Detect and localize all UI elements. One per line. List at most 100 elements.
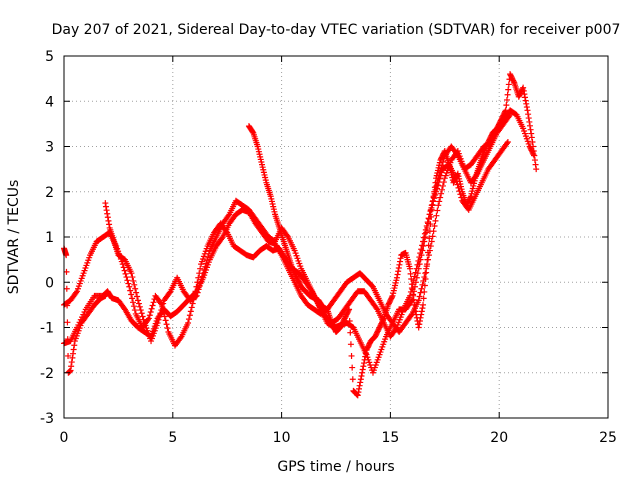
data-point	[361, 356, 368, 363]
data-point	[421, 288, 428, 295]
data-point	[357, 376, 364, 383]
data-point	[360, 360, 367, 367]
data-point	[197, 265, 204, 272]
data-point	[415, 297, 422, 304]
data-point	[397, 255, 404, 262]
data-point	[430, 193, 437, 200]
data-point	[130, 277, 137, 284]
data-point	[424, 224, 431, 231]
data-point	[435, 202, 442, 209]
data-point	[428, 213, 435, 220]
data-point	[355, 389, 362, 396]
data-point	[185, 316, 192, 323]
data-point	[102, 200, 109, 207]
data-point	[525, 111, 532, 118]
data-point	[421, 238, 428, 245]
data-point	[202, 263, 209, 270]
data-point	[531, 157, 538, 164]
data-point	[426, 228, 433, 235]
data-point	[359, 366, 366, 373]
data-point	[503, 102, 510, 109]
data-point	[397, 258, 404, 265]
data-point	[225, 212, 232, 219]
axis-ticks	[63, 55, 609, 419]
data-point	[122, 270, 129, 277]
data-point	[194, 289, 201, 296]
data-point	[124, 277, 131, 284]
data-point	[525, 115, 532, 122]
data-point	[149, 302, 156, 309]
data-point	[104, 214, 111, 221]
data-point	[425, 242, 432, 249]
data-point	[127, 287, 134, 294]
data-point	[159, 303, 166, 310]
data-point	[192, 293, 199, 300]
data-point	[422, 270, 429, 277]
data-point	[438, 190, 445, 197]
data-point	[64, 336, 71, 343]
data-point	[148, 305, 155, 312]
data-point	[346, 306, 353, 313]
data-point	[429, 202, 436, 209]
data-point	[392, 325, 399, 332]
data-point	[157, 310, 164, 317]
x-axis-label: GPS time / hours	[277, 459, 394, 475]
data-point	[416, 293, 423, 300]
data-point	[345, 307, 352, 314]
data-point	[532, 161, 539, 168]
data-point	[419, 242, 426, 249]
data-point	[64, 319, 71, 326]
data-point	[130, 303, 137, 310]
data-point	[420, 295, 427, 302]
data-point	[431, 223, 438, 230]
data-point	[132, 285, 139, 292]
data-point	[189, 300, 196, 307]
data-point	[411, 305, 418, 312]
data-point	[418, 285, 425, 292]
data-point	[423, 229, 430, 236]
data-point	[436, 198, 443, 205]
data-point	[134, 297, 141, 304]
data-point	[356, 382, 363, 389]
data-point	[155, 316, 162, 323]
data-point	[166, 289, 173, 296]
x-tick-label: 10	[273, 430, 291, 446]
data-point	[429, 233, 436, 240]
data-point	[145, 315, 152, 322]
data-point	[415, 265, 422, 272]
data-point	[136, 303, 143, 310]
data-point	[414, 270, 421, 277]
data-point	[200, 270, 207, 277]
data-point	[439, 182, 446, 189]
data-point	[418, 246, 425, 253]
data-point	[412, 279, 419, 286]
x-tick-label: 25	[599, 430, 617, 446]
data-point	[425, 249, 432, 256]
data-point	[503, 140, 510, 147]
data-point	[394, 271, 401, 278]
data-point	[380, 316, 387, 323]
data-point	[359, 369, 366, 376]
data-point	[106, 221, 113, 228]
data-point	[203, 260, 210, 267]
data-point	[185, 319, 192, 326]
data-point	[523, 100, 530, 107]
data-point	[428, 206, 435, 213]
x-tick-label: 0	[60, 430, 69, 446]
data-point	[104, 210, 111, 217]
data-point	[131, 307, 138, 314]
data-point	[419, 247, 426, 254]
data-point	[429, 197, 436, 204]
data-point	[526, 118, 533, 125]
data-point	[415, 324, 422, 331]
data-point	[348, 352, 355, 359]
data-point	[417, 256, 424, 263]
data-point	[121, 267, 128, 274]
data-point	[530, 143, 537, 150]
data-point	[160, 300, 167, 307]
data-point	[434, 207, 441, 214]
data-point	[103, 207, 110, 214]
data-point	[128, 291, 135, 298]
data-point	[218, 235, 225, 242]
